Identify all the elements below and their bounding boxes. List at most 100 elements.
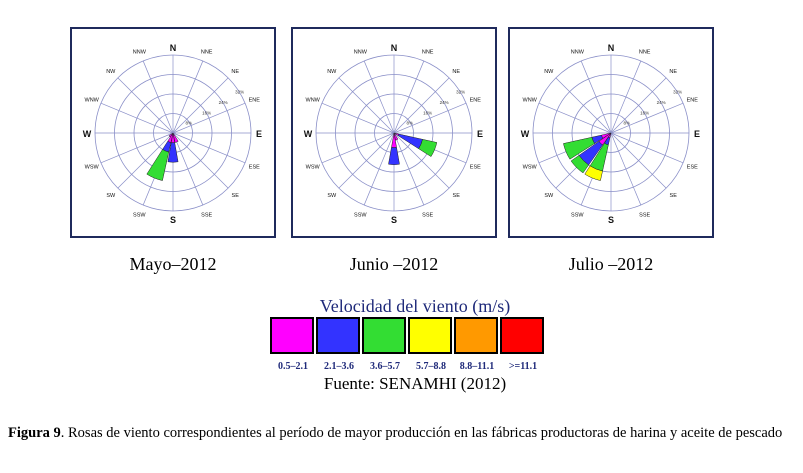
direction-label-ESE: ESE <box>249 165 260 171</box>
legend-title: Velocidad del viento (m/s) <box>319 296 511 316</box>
direction-label-SSE: SSE <box>422 212 433 218</box>
direction-label-ESE: ESE <box>687 165 698 171</box>
caption-july: Julio –2012 <box>568 254 654 274</box>
direction-label-SW: SW <box>106 193 116 199</box>
petal-segment-SSW <box>146 149 170 181</box>
grid-spoke <box>172 132 204 206</box>
grid-spoke <box>393 77 450 134</box>
grid-spoke <box>610 102 684 134</box>
direction-label-SSE: SSE <box>639 212 650 218</box>
petal-segment-ESE <box>397 133 423 150</box>
direction-label-S: S <box>391 215 397 225</box>
grid-spoke <box>100 132 174 164</box>
caption-may: Mayo–2012 <box>129 254 217 274</box>
direction-label-N: N <box>391 43 398 53</box>
grid-spoke <box>172 60 204 134</box>
grid-spoke <box>321 102 395 134</box>
direction-label-SSW: SSW <box>354 212 367 218</box>
grid-spoke <box>610 132 642 206</box>
petal-segment-SW <box>168 132 174 138</box>
radial-tick-label: 8% <box>186 121 193 126</box>
radial-tick-label: 16% <box>423 110 432 115</box>
direction-label-SW: SW <box>544 193 554 199</box>
radial-tick-label: 8% <box>624 121 631 126</box>
caption-june: Junio –2012 <box>349 254 439 274</box>
figure-caption: Figura 9. Rosas de viento correspondient… <box>8 424 798 443</box>
grid-spoke <box>393 102 467 134</box>
direction-label-E: E <box>694 129 700 139</box>
direction-label-SE: SE <box>232 193 240 199</box>
grid-spoke <box>172 132 229 189</box>
petal-segment-SSE <box>393 132 399 141</box>
grid-spoke <box>338 132 395 189</box>
direction-label-E: E <box>256 129 262 139</box>
grid-spoke <box>555 77 612 134</box>
direction-label-NW: NW <box>106 69 116 75</box>
grid-spoke <box>338 77 395 134</box>
legend-swatches <box>270 317 546 354</box>
direction-label-N: N <box>170 43 177 53</box>
petal-segment-S <box>167 142 179 163</box>
grid-spoke <box>393 60 425 134</box>
rose-petals <box>563 132 612 181</box>
grid-spoke <box>142 60 174 134</box>
radial-tick-label: 16% <box>202 110 211 115</box>
direction-label-WSW: WSW <box>85 165 100 171</box>
direction-label-ESE: ESE <box>470 165 481 171</box>
legend-label: 3.6–5.7 <box>370 361 400 372</box>
grid-spoke <box>610 77 667 134</box>
radial-tick-label: 24% <box>219 100 228 105</box>
direction-label-NNW: NNW <box>133 50 147 56</box>
direction-label-NW: NW <box>544 69 554 75</box>
radial-tick-label: 32% <box>456 90 465 95</box>
figure-label: Figura 9 <box>8 425 61 441</box>
grid-spoke <box>610 132 684 164</box>
direction-label-W: W <box>304 129 313 139</box>
direction-label-NE: NE <box>231 69 239 75</box>
grid-spoke <box>172 132 246 164</box>
direction-label-SSW: SSW <box>571 212 584 218</box>
direction-label-ENE: ENE <box>470 97 482 103</box>
legend-swatch-0 <box>270 317 314 354</box>
direction-label-E: E <box>477 129 483 139</box>
direction-label-S: S <box>170 215 176 225</box>
rose-grid <box>532 54 690 212</box>
grid-spoke <box>393 132 425 206</box>
radial-tick-label: 24% <box>440 100 449 105</box>
grid-spoke <box>363 60 395 134</box>
direction-label-S: S <box>608 215 614 225</box>
grid-spoke <box>321 132 395 164</box>
radial-tick-label: 32% <box>673 90 682 95</box>
petal-segment-SW <box>570 155 589 174</box>
legend-label: >=11.1 <box>508 361 538 372</box>
petal-segment-SSW <box>584 165 603 181</box>
wind-rose-june-svg: 8% 16% 24% 32% N NNE NE ENE E ESE SE SSE S SSW SW WSW W W… <box>304 43 483 225</box>
legend-swatch-4 <box>454 317 498 354</box>
grid-spoke <box>172 77 229 134</box>
legend-label: 0.5–2.1 <box>278 361 308 372</box>
source-note: Fuente: SENAMHI (2012) <box>323 374 507 393</box>
direction-label-N: N <box>608 43 615 53</box>
grid-spoke <box>363 132 395 206</box>
radial-tick-label: 32% <box>235 90 244 95</box>
grid-spoke <box>580 60 612 134</box>
radial-tick-label: 24% <box>657 100 666 105</box>
figure-caption-text: . Rosas de viento correspondientes al pe… <box>60 425 783 441</box>
direction-label-WSW: WSW <box>306 165 321 171</box>
direction-label-WNW: WNW <box>85 97 100 103</box>
grid-spoke <box>100 102 174 134</box>
legend-swatch-3 <box>408 317 452 354</box>
grid-spoke <box>538 102 612 134</box>
grid-spoke <box>117 77 174 134</box>
direction-label-NE: NE <box>452 69 460 75</box>
wind-rose-may-svg: 8% 16% 24% 32% N NNE NE ENE E ESE SE SSE S SSW SW WSW W W… <box>83 43 262 225</box>
rose-petals <box>146 132 179 181</box>
wind-rose-july: 8% 16% 24% 32% N NNE NE ENE E ESE SE SSE S SSW SW WSW W W… <box>508 27 714 238</box>
grid-spoke <box>172 102 246 134</box>
direction-label-NNE: NNE <box>639 50 651 56</box>
grid-spoke <box>610 60 642 134</box>
direction-label-W: W <box>521 129 530 139</box>
direction-label-WSW: WSW <box>523 165 538 171</box>
petal-segment-S <box>388 147 400 165</box>
wind-rose-may: 8% 16% 24% 32% N NNE NE ENE E ESE SE SSE S SSW SW WSW W W… <box>70 27 276 238</box>
